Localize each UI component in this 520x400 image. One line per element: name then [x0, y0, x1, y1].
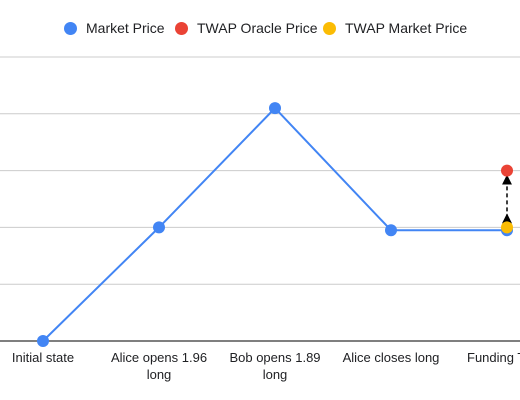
- x-tick-label-line: Initial state: [12, 350, 74, 365]
- x-tick-label-line: Alice opens 1.96: [111, 350, 207, 365]
- x-tick-label-line: Alice closes long: [343, 350, 440, 365]
- x-tick-label: Bob opens 1.89 long: [229, 350, 320, 382]
- point-twap-oracle-price: [501, 164, 513, 177]
- legend-label-market-price: Market Price: [86, 20, 165, 36]
- legend: Market Price TWAP Oracle Price TWAP Mark…: [0, 17, 520, 39]
- point-market-price: [385, 224, 397, 237]
- x-tick-label-line: long: [147, 367, 172, 382]
- point-twap-market-price: [501, 221, 513, 234]
- x-tick-label: Initial state: [12, 350, 74, 365]
- x-tick-label-line: Bob opens 1.89: [229, 350, 320, 365]
- legend-item-market-price: Market Price: [64, 17, 165, 39]
- legend-item-twap-oracle-price: TWAP Oracle Price: [175, 17, 318, 39]
- legend-marker-twap-market-price: [323, 21, 336, 35]
- x-tick-label: Funding T: [467, 350, 520, 365]
- point-market-price: [153, 221, 165, 234]
- point-market-price: [269, 102, 281, 115]
- series-line-market-price: [42, 106, 507, 342]
- legend-item-twap-market-price: TWAP Market Price: [323, 17, 467, 39]
- x-tick-label-line: Funding T: [467, 350, 520, 365]
- legend-marker-market-price: [64, 21, 77, 35]
- x-tick-label: Alice closes long: [343, 350, 440, 365]
- point-market-price: [37, 335, 49, 347]
- legend-marker-twap-oracle-price: [175, 21, 188, 35]
- legend-label-twap-market-price: TWAP Market Price: [345, 20, 468, 36]
- x-tick-label: Alice opens 1.96 long: [111, 350, 207, 382]
- legend-label-twap-oracle-price: TWAP Oracle Price: [197, 20, 318, 36]
- x-tick-label-line: long: [263, 367, 288, 382]
